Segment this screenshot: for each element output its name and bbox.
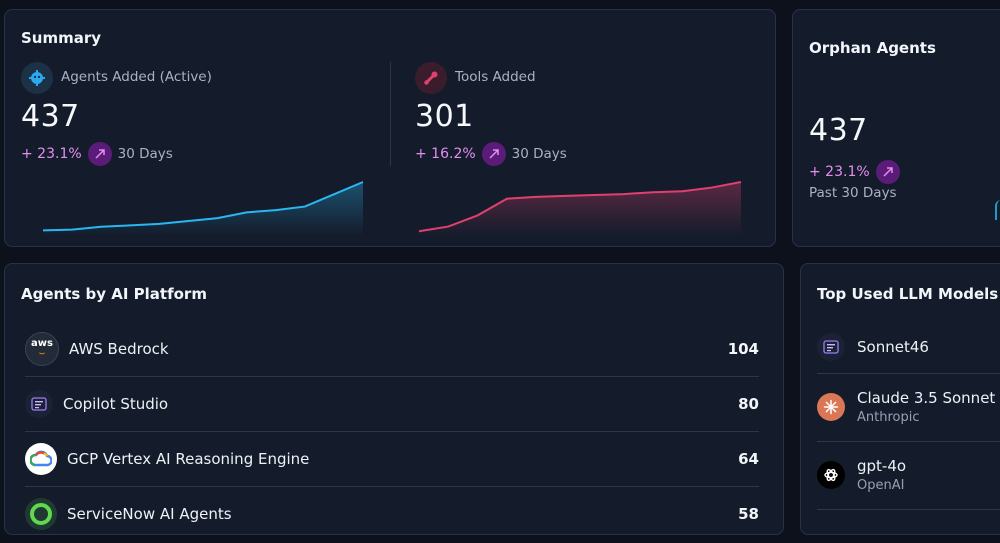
agents-by-platform-title: Agents by AI Platform	[21, 285, 207, 303]
copilot-logo-icon	[25, 389, 53, 418]
agents-added-label: Agents Added (Active)	[61, 69, 212, 85]
platform-name: Copilot Studio	[63, 394, 169, 413]
agents-change: + 23.1%	[21, 146, 82, 162]
list-item[interactable]: gpt-4o OpenAI	[817, 441, 1000, 510]
agents-trend: + 23.1% 30 Days	[21, 142, 173, 166]
list-item[interactable]: aws ⌣ AWS Bedrock 104	[25, 321, 759, 377]
platform-count: 58	[738, 504, 759, 523]
list-item[interactable]: Copilot Studio 80	[25, 376, 759, 432]
platform-name: AWS Bedrock	[69, 339, 169, 358]
llm-model-provider: Anthropic	[857, 410, 920, 425]
agents-sparkline-line	[42, 181, 364, 232]
list-item[interactable]: Claude 3.5 Sonnet Anthropic	[817, 373, 1000, 442]
llm-model-provider: OpenAI	[857, 478, 905, 493]
trend-up-icon	[875, 160, 900, 184]
tools-added-label: Tools Added	[455, 69, 536, 85]
top-llm-models-card: Top Used LLM Models Sonnet46	[800, 263, 1000, 535]
orphan-agents-value: 437	[809, 113, 868, 148]
tools-period: 30 Days	[511, 146, 567, 162]
llm-model-name: Sonnet46	[857, 338, 929, 356]
agents-sparkline	[42, 181, 364, 236]
trend-up-icon	[87, 142, 112, 166]
tools-sparkline	[418, 181, 742, 236]
platform-name: ServiceNow AI Agents	[67, 504, 232, 523]
agents-by-platform-card: Agents by AI Platform aws ⌣ AWS Bedrock …	[4, 263, 784, 535]
model-chip-icon	[817, 333, 845, 361]
robot-icon	[21, 62, 53, 94]
top-llm-models-title: Top Used LLM Models	[817, 285, 999, 303]
summary-title: Summary	[21, 29, 102, 47]
summary-divider	[390, 62, 391, 166]
orphan-agents-card: Orphan Agents 437 + 23.1% Past 30 Days	[792, 9, 1000, 247]
tools-change: + 16.2%	[415, 146, 476, 162]
orphan-change: + 23.1%	[809, 164, 870, 180]
tools-added-value: 301	[415, 99, 474, 134]
wrench-icon	[415, 62, 447, 94]
agents-added-value: 437	[21, 99, 80, 134]
list-item[interactable]: GCP Vertex AI Reasoning Engine 64	[25, 431, 759, 487]
summary-card: Summary Agents Added (Active) 437 + 23.1…	[4, 9, 776, 247]
list-item[interactable]: Sonnet46	[817, 321, 1000, 374]
aws-logo-text: aws	[31, 337, 53, 349]
servicenow-logo-icon	[25, 497, 57, 530]
agents-sparkline-area	[43, 182, 363, 236]
platform-count: 104	[727, 339, 759, 358]
tools-trend: + 16.2% 30 Days	[415, 142, 567, 166]
gcp-logo-icon	[25, 442, 57, 475]
platform-count: 80	[738, 394, 759, 413]
platform-name: GCP Vertex AI Reasoning Engine	[67, 449, 310, 468]
aws-logo-icon: aws ⌣	[25, 331, 59, 366]
orphan-sparkline-edge	[995, 200, 1000, 220]
trend-up-icon	[481, 142, 506, 166]
list-item[interactable]: ServiceNow AI Agents 58	[25, 486, 759, 534]
llm-model-name: Claude 3.5 Sonnet	[857, 389, 996, 407]
agents-period: 30 Days	[117, 146, 173, 162]
openai-logo-icon	[817, 461, 845, 489]
orphan-period: Past 30 Days	[809, 185, 897, 201]
tools-sparkline-area	[419, 182, 741, 236]
orphan-agents-title: Orphan Agents	[809, 39, 936, 57]
llm-model-name: gpt-4o	[857, 457, 907, 475]
platform-count: 64	[738, 449, 759, 468]
anthropic-logo-icon	[817, 393, 845, 421]
orphan-trend: + 23.1%	[809, 160, 906, 184]
tools-sparkline-line	[418, 181, 742, 233]
